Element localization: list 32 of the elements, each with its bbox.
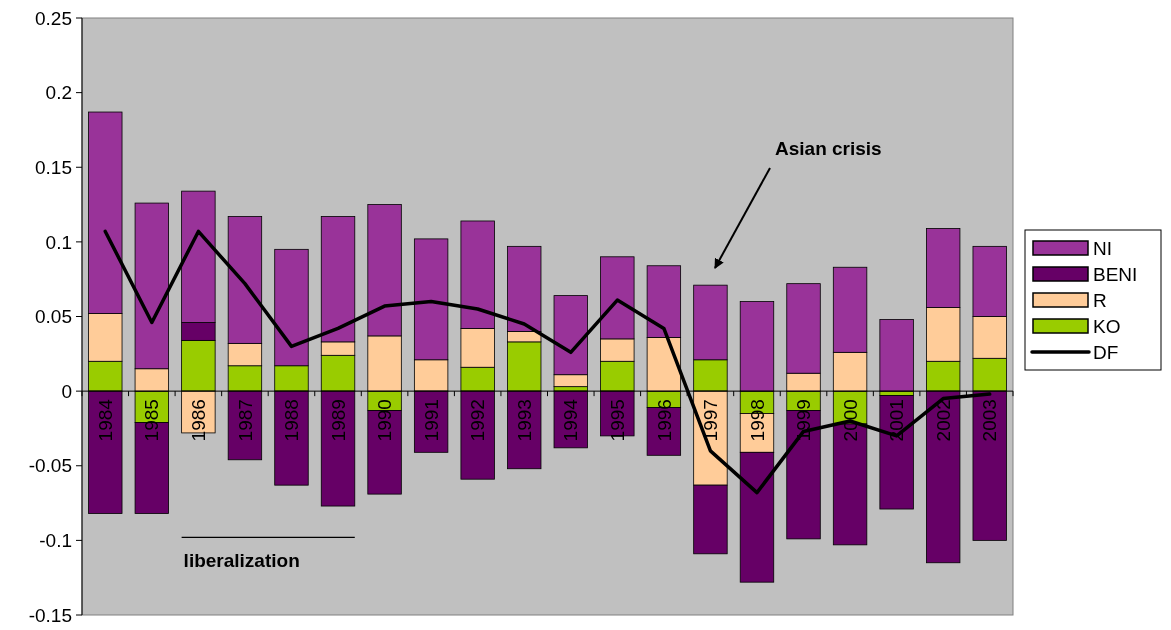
x-tick-label: 1985 (141, 399, 163, 442)
y-tick-label: 0.1 (45, 231, 72, 253)
x-tick-label: 1996 (653, 399, 675, 442)
legend-label: KO (1093, 315, 1121, 337)
legend-label: DF (1093, 341, 1119, 363)
y-tick-label: -0.15 (28, 604, 72, 626)
y-tick-label: -0.1 (39, 530, 72, 552)
y-tick-label: 0.2 (45, 82, 72, 104)
y-tick-label: 0.15 (35, 156, 72, 178)
y-tick-label: 0 (61, 380, 72, 402)
x-tick-label: 2003 (979, 399, 1001, 442)
x-tick-label: 1984 (94, 398, 116, 442)
x-tick-label: 1992 (467, 399, 489, 442)
x-tick-label: 1990 (374, 399, 396, 442)
y-tick-label: 0.25 (35, 7, 72, 29)
x-tick-label: 1988 (281, 399, 303, 442)
legend-label: R (1093, 289, 1107, 311)
annotation: Asian crisis (775, 138, 882, 159)
x-tick-label: 1989 (327, 399, 349, 442)
y-tick-label: -0.05 (28, 455, 72, 477)
x-tick-label: 1995 (606, 399, 628, 442)
x-tick-label: 1986 (188, 399, 210, 442)
legend-label: NI (1093, 237, 1112, 259)
y-tick-label: 0.05 (35, 306, 72, 328)
x-tick-label: 1991 (420, 399, 442, 442)
x-tick-label: 1997 (700, 399, 722, 442)
x-tick-label: 1987 (234, 399, 256, 442)
annotation: liberalization (183, 550, 300, 572)
x-tick-label: 1994 (560, 398, 582, 442)
x-tick-label: 1993 (513, 399, 535, 442)
x-tick-label: 1998 (746, 399, 768, 442)
legend-label: BENI (1093, 263, 1138, 285)
